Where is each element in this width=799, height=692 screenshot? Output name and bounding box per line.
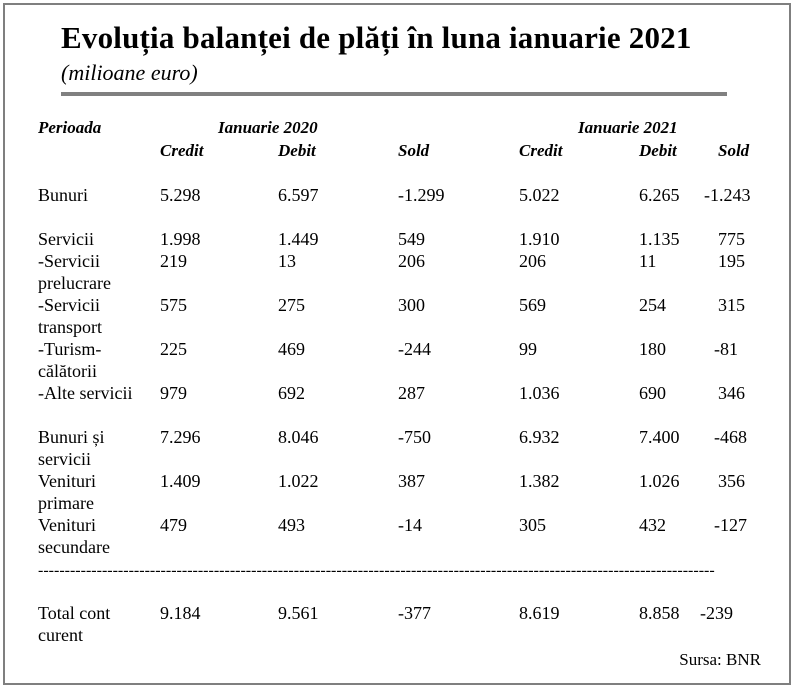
table-cell: 5.022 <box>519 185 560 205</box>
table-cell: 13 <box>278 251 296 271</box>
row-label: -Servicii transport <box>38 295 102 337</box>
table-cell: 356 <box>718 471 745 491</box>
table-cell: -127 <box>714 515 747 535</box>
group-header-2021: Ianuarie 2021 <box>578 118 678 137</box>
table-cell: 7.296 <box>160 427 201 447</box>
row-label: Bunuri <box>38 185 89 205</box>
table-cell: 305 <box>519 515 546 535</box>
table-cell: 1.036 <box>519 383 560 403</box>
row-label: Total cont curent <box>38 603 111 645</box>
col-header-debit-2020: Debit <box>278 141 316 160</box>
col-header-sold-2020: Sold <box>398 141 430 160</box>
table-cell: 9.561 <box>278 603 319 623</box>
table-cell: -1.299 <box>398 185 445 205</box>
table-cell: -244 <box>398 339 431 359</box>
table-cell: 979 <box>160 383 187 403</box>
period-header: Perioada <box>38 118 102 137</box>
table-cell: -468 <box>714 427 747 447</box>
table-cell: 387 <box>398 471 425 491</box>
table-cell: 1.409 <box>160 471 201 491</box>
col-header-credit-2021: Credit <box>519 141 563 160</box>
table-cell: 479 <box>160 515 187 535</box>
table-cell: 6.597 <box>278 185 319 205</box>
table-cell: 300 <box>398 295 425 315</box>
col-header-debit-2021: Debit <box>639 141 677 160</box>
table-cell: 1.449 <box>278 229 319 249</box>
table-cell: 254 <box>639 295 666 315</box>
table-cell: 1.382 <box>519 471 560 491</box>
table-cell: 99 <box>519 339 537 359</box>
row-label: Venituri primare <box>38 471 96 513</box>
table-cell: 1.022 <box>278 471 319 491</box>
table-cell: 195 <box>718 251 745 271</box>
table-cell: 775 <box>718 229 745 249</box>
table-cell: 432 <box>639 515 666 535</box>
table-cell: -81 <box>714 339 738 359</box>
table-cell: 8.619 <box>519 603 560 623</box>
source-note: Sursa: BNR <box>679 650 761 669</box>
table-cell: 180 <box>639 339 666 359</box>
table-cell: 7.400 <box>639 427 680 447</box>
table-cell: 8.858 <box>639 603 680 623</box>
table-cell: 690 <box>639 383 666 403</box>
table-cell: 206 <box>398 251 425 271</box>
row-label: -Servicii prelucrare <box>38 251 111 293</box>
table-cell: 1.135 <box>639 229 680 249</box>
table-cell: 1.998 <box>160 229 201 249</box>
row-label: Bunuri și servicii <box>38 427 105 469</box>
table-cell: -377 <box>398 603 431 623</box>
table-cell: 8.046 <box>278 427 319 447</box>
title-rule <box>61 92 727 96</box>
table-cell: 493 <box>278 515 305 535</box>
separator-line: ----------------------------------------… <box>38 562 715 579</box>
table-cell: 692 <box>278 383 305 403</box>
table-cell: 225 <box>160 339 187 359</box>
col-header-credit-2020: Credit <box>160 141 204 160</box>
table-cell: 9.184 <box>160 603 201 623</box>
table-cell: 287 <box>398 383 425 403</box>
table-cell: 6.265 <box>639 185 680 205</box>
table-cell: 1.910 <box>519 229 560 249</box>
table-cell: 569 <box>519 295 546 315</box>
table-cell: -1.243 <box>704 185 751 205</box>
page-subtitle: (milioane euro) <box>61 60 198 85</box>
table-cell: 315 <box>718 295 745 315</box>
table-cell: 549 <box>398 229 425 249</box>
table-cell: 6.932 <box>519 427 560 447</box>
table-cell: -14 <box>398 515 422 535</box>
table-cell: 11 <box>639 251 657 271</box>
table-cell: 275 <box>278 295 305 315</box>
col-header-sold-2021: Sold <box>718 141 750 160</box>
table-cell: -750 <box>398 427 431 447</box>
table-cell: 575 <box>160 295 187 315</box>
table-cell: 206 <box>519 251 546 271</box>
table-cell: 1.026 <box>639 471 680 491</box>
table-cell: -239 <box>700 603 733 623</box>
group-header-2020: Ianuarie 2020 <box>218 118 318 137</box>
row-label: -Alte servicii <box>38 383 133 403</box>
page-title: Evoluția balanței de plăți în luna ianua… <box>61 20 692 55</box>
row-label: Venituri secundare <box>38 515 110 557</box>
row-label: -Turism-călătorii <box>38 339 102 381</box>
table-cell: 5.298 <box>160 185 201 205</box>
table-cell: 469 <box>278 339 305 359</box>
table-cell: 219 <box>160 251 187 271</box>
document-frame <box>3 3 791 685</box>
row-label: Servicii <box>38 229 94 249</box>
table-cell: 346 <box>718 383 745 403</box>
